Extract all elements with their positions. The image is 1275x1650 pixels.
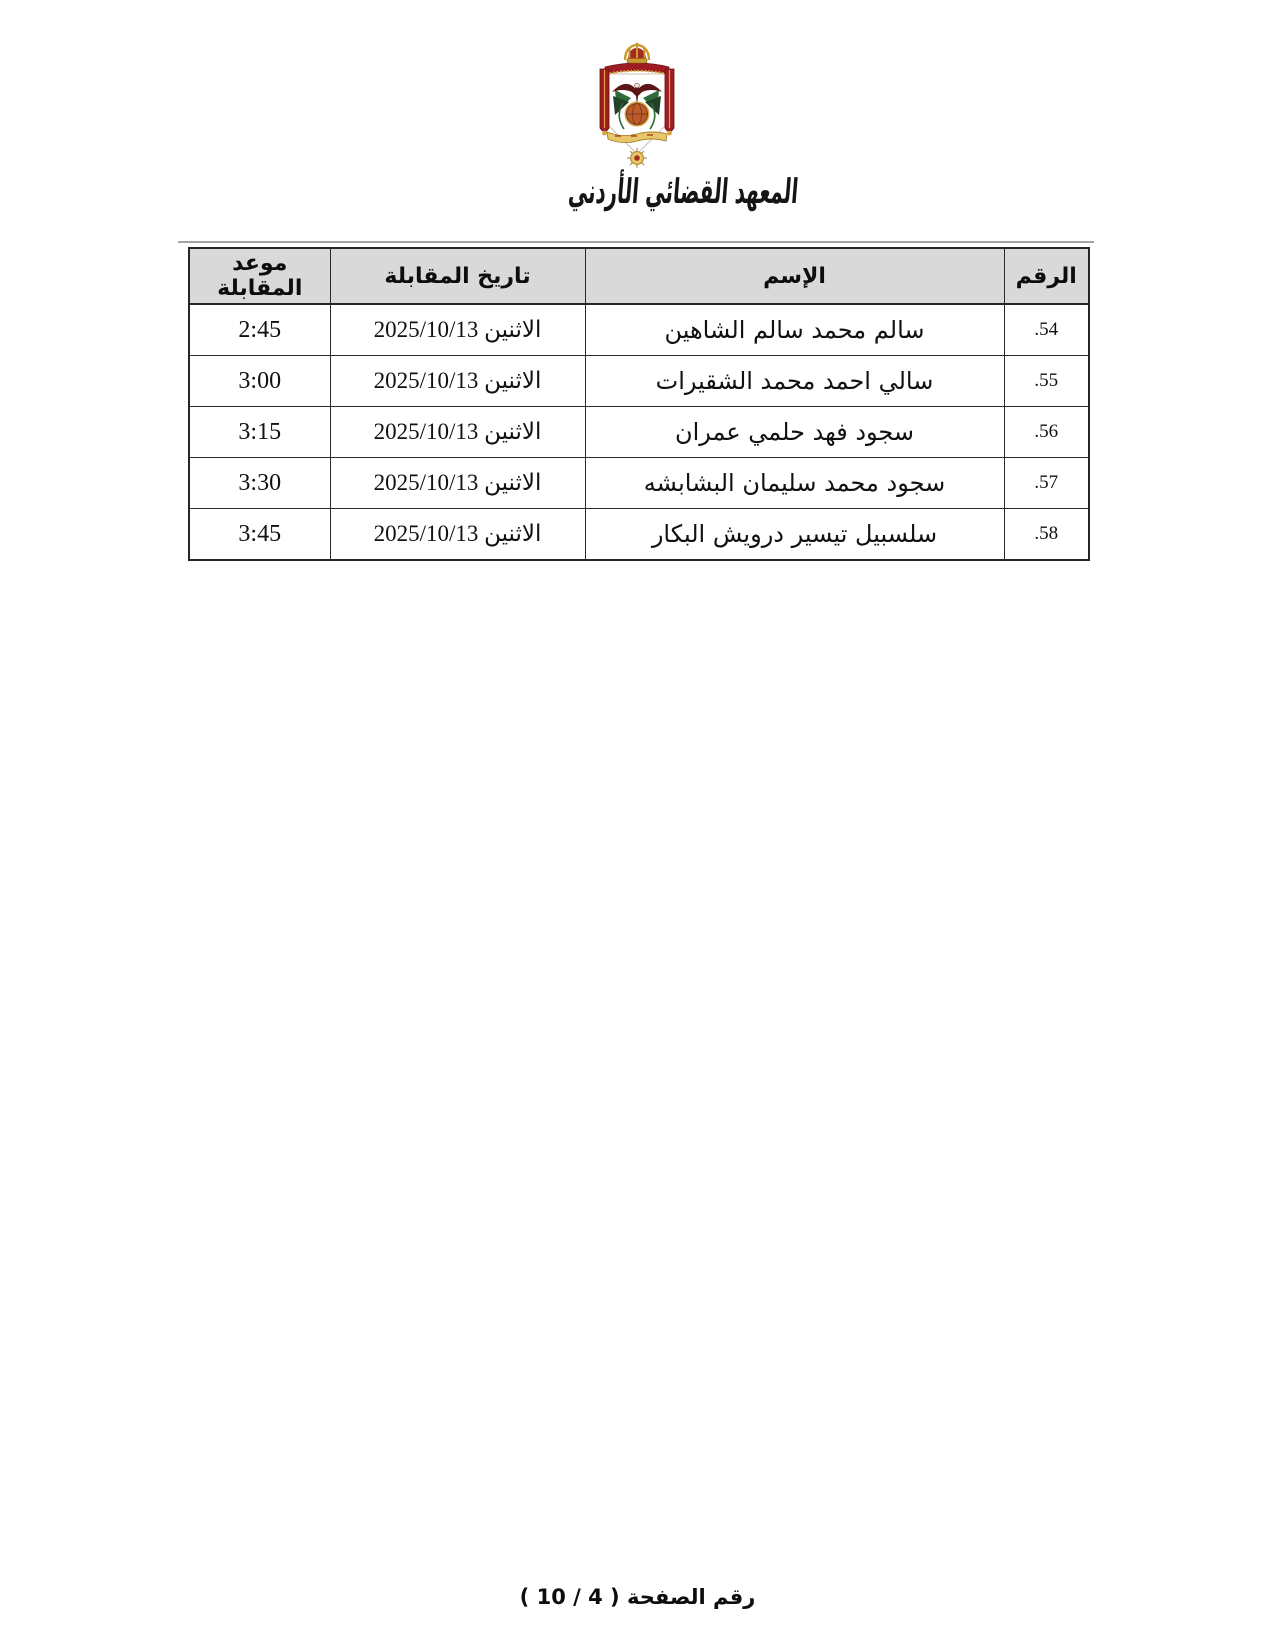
cell-time: 2:45: [188, 303, 331, 356]
table-row: 54. سالم محمد سالم الشاهين الاثنين 2025/…: [188, 303, 1090, 356]
col-header-name: الإسم: [584, 247, 1005, 305]
jordan-coat-of-arms-icon: [599, 42, 675, 168]
cell-date: الاثنين 2025/10/13: [329, 303, 586, 356]
table-top-rule: [178, 241, 1094, 243]
institute-name-text: المعهد القضائي الأردني: [566, 172, 800, 212]
cell-name: سالي احمد محمد الشقيرات: [584, 355, 1005, 407]
col-header-number: الرقم: [1003, 247, 1090, 305]
cell-number: 56.: [1003, 406, 1090, 458]
cell-number: 54.: [1003, 303, 1090, 356]
table-row: 56. سجود فهد حلمي عمران الاثنين 2025/10/…: [188, 406, 1090, 458]
cell-name: سجود فهد حلمي عمران: [584, 406, 1005, 458]
cell-date: الاثنين 2025/10/13: [329, 355, 586, 407]
table-row: 55. سالي احمد محمد الشقيرات الاثنين 2025…: [188, 355, 1090, 407]
cell-name: سلسبيل تيسير درويش البكار: [584, 508, 1005, 561]
cell-time: 3:00: [188, 355, 331, 407]
cell-date: الاثنين 2025/10/13: [329, 508, 586, 561]
table-row: 58. سلسبيل تيسير درويش البكار الاثنين 20…: [188, 508, 1090, 561]
cell-time: 3:15: [188, 406, 331, 458]
table-row: 57. سجود محمد سليمان البشابشه الاثنين 20…: [188, 457, 1090, 509]
cell-date: الاثنين 2025/10/13: [329, 406, 586, 458]
cell-number: 57.: [1003, 457, 1090, 509]
col-header-date: تاريخ المقابلة: [329, 247, 586, 305]
cell-number: 55.: [1003, 355, 1090, 407]
page-number-footer: رقم الصفحة ( 4 / 10 ): [519, 1585, 756, 1609]
cell-name: سجود محمد سليمان البشابشه: [584, 457, 1005, 509]
cell-time: 3:30: [188, 457, 331, 509]
col-header-time: موعد المقابلة: [188, 247, 331, 305]
cell-name: سالم محمد سالم الشاهين: [584, 303, 1005, 356]
institute-name-calligraphy: المعهد القضائي الأردني: [487, 172, 800, 212]
interview-schedule-table: الرقم الإسم تاريخ المقابلة موعد المقابلة…: [188, 247, 1090, 561]
table-header-row: الرقم الإسم تاريخ المقابلة موعد المقابلة: [188, 247, 1090, 305]
cell-number: 58.: [1003, 508, 1090, 561]
cell-date: الاثنين 2025/10/13: [329, 457, 586, 509]
cell-time: 3:45: [188, 508, 331, 561]
